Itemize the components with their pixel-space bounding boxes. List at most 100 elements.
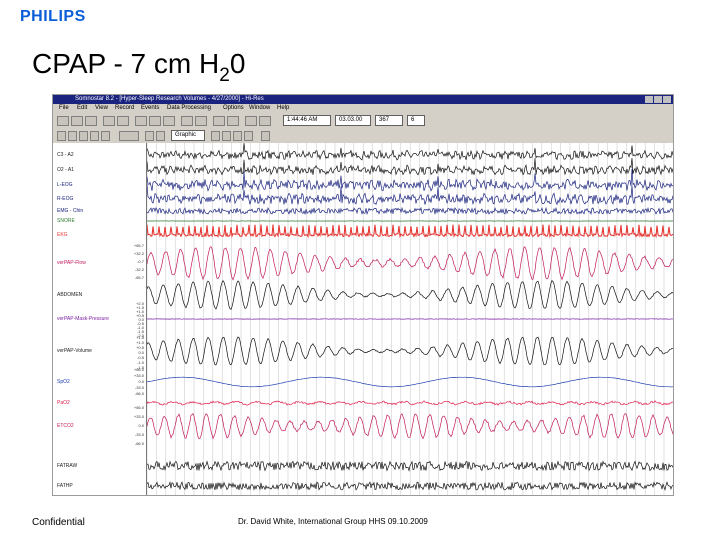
timebase-select[interactable] xyxy=(119,131,139,141)
cut-icon[interactable] xyxy=(135,116,147,126)
psg-screenshot: Somnostar 8.2 - [Hyper-Sleep Research Vo… xyxy=(52,94,674,496)
menu-edit[interactable]: Edit xyxy=(77,105,88,111)
menu-options[interactable]: Options xyxy=(223,105,244,111)
channel-label[interactable]: ABDOMEN xyxy=(57,292,83,298)
axis-tick-label: -65.7 xyxy=(134,275,144,280)
copy-icon[interactable] xyxy=(149,116,161,126)
menu-data-processing[interactable]: Data Processing xyxy=(167,105,212,111)
axis-tick-label: -66.0 xyxy=(134,391,144,396)
events-icon[interactable] xyxy=(213,116,225,126)
axis-tick-label: +1.0 xyxy=(136,309,144,314)
date-field[interactable]: 03.03.00 xyxy=(335,115,371,126)
waveform-trace xyxy=(146,412,673,440)
stage-icon[interactable] xyxy=(227,116,239,126)
axis-tick-label: +0.5 xyxy=(136,313,144,318)
video-icon[interactable] xyxy=(259,116,271,126)
zoom-icon[interactable] xyxy=(117,116,129,126)
menu-events[interactable]: Events xyxy=(141,105,160,111)
report-icon[interactable] xyxy=(245,116,257,126)
marker-icon[interactable] xyxy=(211,131,220,141)
new-icon[interactable] xyxy=(57,116,69,126)
paste-icon[interactable] xyxy=(163,116,175,126)
channel-label[interactable]: verPAP-Mask-Pressure xyxy=(57,316,109,322)
waveform-trace xyxy=(146,400,673,406)
montage-select[interactable]: Graphic xyxy=(171,130,205,141)
print-icon[interactable] xyxy=(103,116,115,126)
waveform-trace xyxy=(146,246,673,281)
title-main: CPAP - 7 cm H xyxy=(32,48,220,79)
channel-label[interactable]: O2 - A1 xyxy=(57,167,74,173)
axis-tick-label: +0.5 xyxy=(136,345,144,350)
annotation-icon[interactable] xyxy=(233,131,242,141)
axis-tick-label: -32.2 xyxy=(134,267,144,272)
settings-icon[interactable] xyxy=(261,131,270,141)
axis-tick-label: +1.5 xyxy=(136,305,144,310)
menu-record[interactable]: Record xyxy=(115,105,135,111)
axis-tick-label: +65.7 xyxy=(133,243,144,248)
axis-tick-label: -2.0 xyxy=(137,333,144,338)
axis-tick-label: +2.0 xyxy=(136,301,144,306)
axis-tick-label: -0.5 xyxy=(137,355,144,360)
channel-label[interactable]: L-EOG xyxy=(57,182,73,188)
axis-tick-label: -0.5 xyxy=(137,321,144,326)
title-tail: 0 xyxy=(229,48,246,79)
menu-bar: File Edit View Record Events Data Proces… xyxy=(53,104,673,113)
save-icon[interactable] xyxy=(85,116,97,126)
waveform-trace xyxy=(146,376,673,388)
channel-label[interactable]: ETCO2 xyxy=(57,423,74,429)
axis-tick-label: -33.0 xyxy=(134,432,144,437)
channel-label[interactable]: FATRAW xyxy=(57,463,78,469)
channel-label[interactable]: C3 - A2 xyxy=(57,152,74,158)
waveform-trace xyxy=(146,460,673,472)
axis-tick-label: -1.5 xyxy=(137,329,144,334)
channel-label[interactable]: verPAP-Flow xyxy=(57,260,86,266)
grid-icon[interactable] xyxy=(244,131,253,141)
menu-file[interactable]: File xyxy=(59,105,69,111)
axis-tick-label: 0.0 xyxy=(138,350,144,355)
axis-tick-label: -1.5 xyxy=(137,365,144,370)
stop-icon[interactable] xyxy=(79,131,88,141)
gain-up-icon[interactable] xyxy=(145,131,154,141)
axis-tick-label: +1.0 xyxy=(136,340,144,345)
channel-label[interactable]: PaO2 xyxy=(57,400,70,406)
filter-icon[interactable] xyxy=(195,116,207,126)
gain-down-icon[interactable] xyxy=(156,131,165,141)
play-icon[interactable] xyxy=(68,131,77,141)
slide-title: CPAP - 7 cm H20 xyxy=(32,48,246,86)
step-forward-icon[interactable] xyxy=(101,131,110,141)
axis-tick-label: -1.0 xyxy=(137,360,144,365)
waveform-trace xyxy=(146,206,673,216)
channel-label[interactable]: EKG xyxy=(57,232,68,238)
window-controls xyxy=(645,96,671,103)
epoch-field[interactable]: 367 xyxy=(375,115,403,126)
channel-label[interactable]: EMG - Chin xyxy=(57,208,84,214)
channel-label[interactable]: SNORE xyxy=(57,218,75,224)
rewind-icon[interactable] xyxy=(57,131,66,141)
axis-tick-label: 0.0 xyxy=(138,379,144,384)
channel-label[interactable]: verPAP-Volume xyxy=(57,348,92,354)
axis-tick-label: -1.0 xyxy=(137,325,144,330)
step-back-icon[interactable] xyxy=(90,131,99,141)
open-icon[interactable] xyxy=(71,116,83,126)
channel-label[interactable]: SpO2 xyxy=(57,379,70,385)
menu-help[interactable]: Help xyxy=(277,105,290,111)
ruler-icon[interactable] xyxy=(222,131,231,141)
navigation-toolbar: Graphic xyxy=(53,129,673,144)
montage-icon[interactable] xyxy=(181,116,193,126)
maximize-button[interactable] xyxy=(654,96,662,103)
waveform-trace xyxy=(146,143,673,161)
waveform-trace xyxy=(146,336,673,366)
menu-view[interactable]: View xyxy=(95,105,108,111)
channel-label[interactable]: R-EOG xyxy=(57,196,74,202)
menu-window[interactable]: Window xyxy=(249,105,271,111)
title-subscript: 2 xyxy=(219,65,230,86)
minimize-button[interactable] xyxy=(645,96,653,103)
axis-tick-label: +66.0 xyxy=(133,367,144,372)
signal-plot-area xyxy=(146,143,673,495)
clock-field[interactable]: 1:44:46 AM xyxy=(283,115,331,126)
channel-label[interactable]: FATHP xyxy=(57,483,73,489)
waveform-trace xyxy=(146,184,673,206)
page-field[interactable]: 6 xyxy=(407,115,425,126)
close-button[interactable] xyxy=(663,96,671,103)
waveform-trace xyxy=(146,157,673,176)
